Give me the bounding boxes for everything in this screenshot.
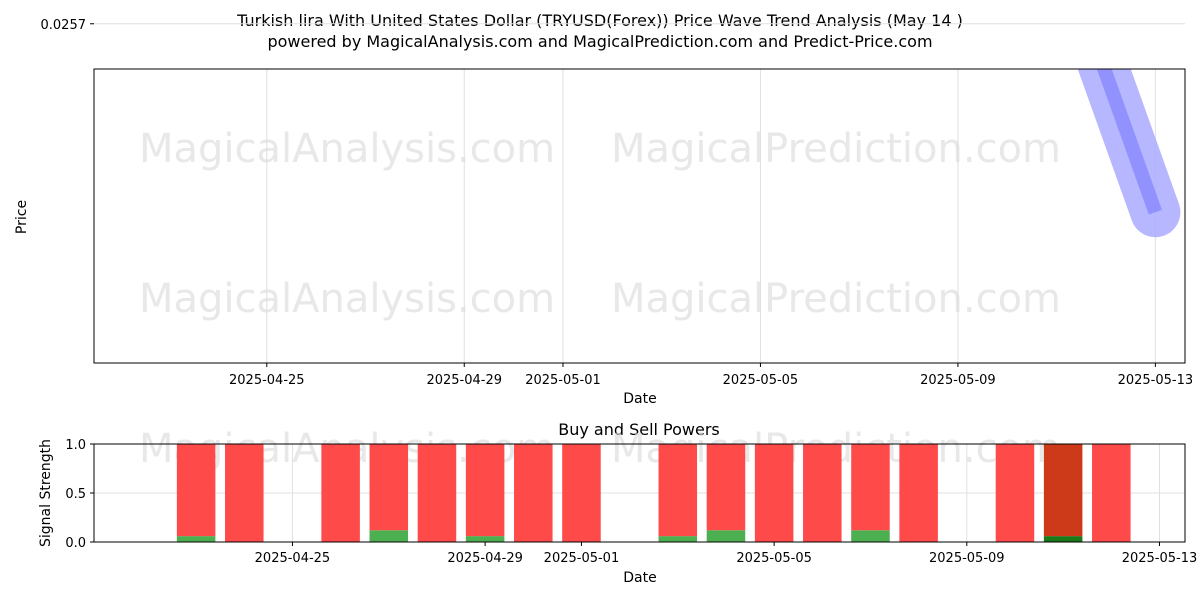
sell-bar <box>225 444 264 542</box>
power-x-ticks: 2025-04-25 2025-04-29 2025-05-01 2025-05-05… <box>255 542 1198 566</box>
price-x-tick-label: 2025-05-13 <box>1118 373 1194 388</box>
price-x-tick-label: 2025-04-29 <box>426 373 502 388</box>
sell-bar <box>899 444 938 542</box>
power-y-ticks: 0.0 0.5 1.0 <box>65 438 94 551</box>
chart-title-line1: Turkish lira With United States Dollar (… <box>236 11 963 30</box>
price-x-tick-label: 2025-04-25 <box>229 373 305 388</box>
power-y-tick-label: 0.0 <box>65 536 86 551</box>
buy-bar <box>851 530 890 542</box>
power-x-tick-label: 2025-05-09 <box>929 551 1005 566</box>
power-chart-title: Buy and Sell Powers <box>558 420 720 439</box>
sell-bar <box>706 444 746 531</box>
buy-bar <box>465 536 505 542</box>
sell-bar <box>514 444 553 542</box>
buy-bar <box>706 530 746 542</box>
price-x-tick-label: 2025-05-01 <box>525 373 601 388</box>
price-watermarks: MagicalAnalysis.com MagicalPrediction.co… <box>139 126 1061 322</box>
price-y-tick-label: 0.0257 <box>41 18 87 33</box>
power-x-tick-label: 2025-05-05 <box>736 551 812 566</box>
sell-bar <box>851 444 890 531</box>
price-panel: MagicalAnalysis.com MagicalPrediction.co… <box>14 18 1193 407</box>
power-y-tick-label: 0.5 <box>65 487 86 502</box>
price-x-tick-label: 2025-05-05 <box>723 373 799 388</box>
price-x-tick-label: 2025-05-09 <box>920 373 996 388</box>
price-y-axis-label: Price <box>14 200 30 234</box>
sell-bar <box>803 444 842 542</box>
power-y-tick-label: 1.0 <box>65 438 86 453</box>
sell-bar <box>658 444 698 537</box>
chart-title-line2: powered by MagicalAnalysis.com and Magic… <box>267 32 932 51</box>
price-y-ticks: 0.02570.02580.02590.02600.02610.02620.02… <box>41 18 94 33</box>
price-grid <box>94 23 1185 363</box>
sell-bar <box>995 444 1035 542</box>
buy-bar <box>658 536 698 542</box>
power-bars <box>176 444 1131 542</box>
power-y-axis-label: Signal Strength <box>38 439 54 547</box>
sell-bar <box>417 444 457 542</box>
watermark: MagicalAnalysis.com <box>139 126 555 172</box>
buy-bar <box>176 536 216 542</box>
price-x-axis-label: Date <box>623 391 656 407</box>
power-panel: Buy and Sell Powers MagicalAnalysis.com … <box>38 420 1197 586</box>
price-plot-frame <box>93 68 1186 364</box>
sell-bar <box>176 444 216 537</box>
sell-bar <box>562 444 601 542</box>
sell-bar <box>1043 444 1083 537</box>
price-x-ticks: 2025-04-25 2025-04-29 2025-05-01 2025-05-05… <box>229 363 1193 388</box>
sell-bar <box>754 444 794 542</box>
buy-bar <box>369 530 409 542</box>
power-x-tick-label: 2025-05-01 <box>544 551 620 566</box>
buy-bar <box>1043 536 1083 542</box>
watermark: MagicalPrediction.com <box>611 126 1061 172</box>
watermark: MagicalAnalysis.com <box>139 276 555 322</box>
power-x-tick-label: 2025-04-29 <box>447 551 523 566</box>
sell-bar <box>321 444 360 542</box>
power-x-tick-label: 2025-05-13 <box>1122 551 1198 566</box>
power-x-tick-label: 2025-04-25 <box>255 551 331 566</box>
watermark: MagicalPrediction.com <box>611 276 1061 322</box>
sell-bar <box>1092 444 1131 542</box>
sell-bar <box>465 444 505 537</box>
sell-bar <box>369 444 409 531</box>
power-x-axis-label: Date <box>623 570 656 586</box>
